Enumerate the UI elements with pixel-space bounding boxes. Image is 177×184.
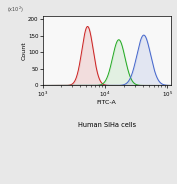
Text: (x10$^2$): (x10$^2$) — [7, 5, 24, 15]
Y-axis label: Count: Count — [22, 41, 27, 60]
Text: Human SiHa cells: Human SiHa cells — [78, 122, 136, 128]
X-axis label: FITC-A: FITC-A — [97, 100, 116, 105]
